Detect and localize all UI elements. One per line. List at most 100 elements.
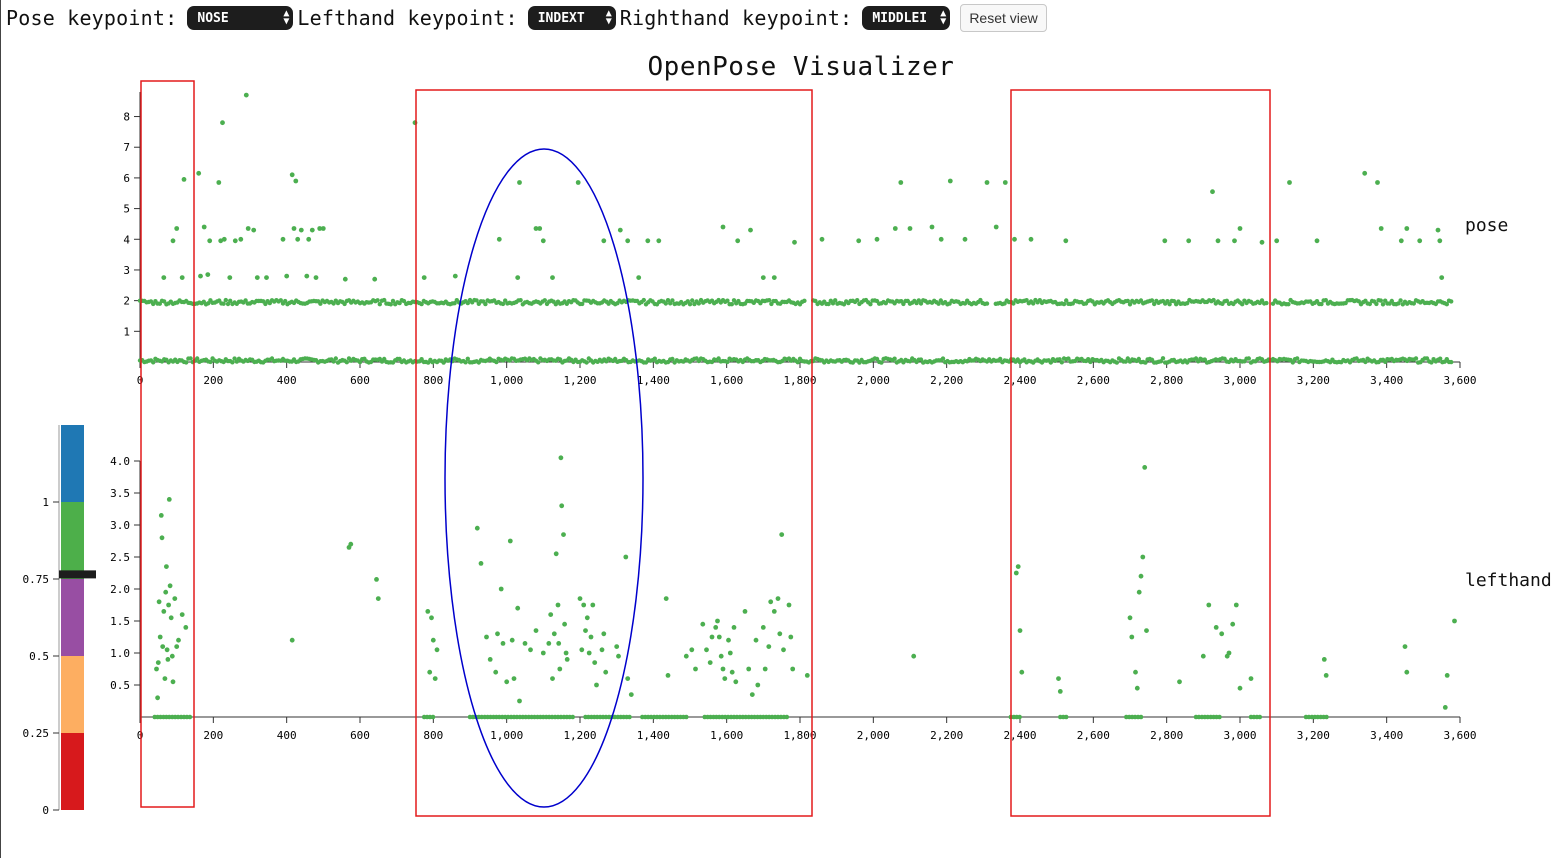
pose-keypoint-select[interactable]: NOSE ▲ ▼: [187, 6, 294, 30]
pose-point: [1059, 360, 1065, 365]
pose-point: [696, 301, 701, 306]
pose-point: [181, 177, 187, 182]
lefthand-point: [1015, 564, 1021, 569]
pose-point: [1210, 189, 1215, 195]
pose-point: [575, 180, 581, 185]
lefthand-point: [163, 589, 169, 595]
lefthand-point: [155, 660, 161, 665]
pose-x-tick-label: 3,600: [1443, 374, 1476, 387]
lefthand-x-tick-label: 1,400: [637, 729, 670, 742]
pose-point: [293, 178, 299, 184]
pose-point: [663, 301, 668, 306]
lefthand-y-tick-label: 3.5: [110, 487, 130, 500]
pose-point: [465, 356, 470, 361]
pose-point: [962, 236, 968, 242]
righthand-keypoint-select[interactable]: MIDDLEI ▲ ▼: [862, 6, 951, 30]
pose-point: [375, 298, 380, 303]
legend-tick-label: 0: [42, 804, 49, 817]
lefthand-point: [684, 714, 689, 720]
pose-point: [536, 360, 541, 365]
pose-point: [494, 359, 499, 365]
pose-point: [515, 275, 521, 280]
lefthand-point: [561, 532, 566, 537]
lefthand-keypoint-select[interactable]: INDEXT ▲ ▼: [527, 6, 616, 30]
pose-point: [390, 298, 396, 304]
lefthand-point: [775, 596, 781, 601]
pose-point: [892, 226, 898, 231]
lefthand-point: [540, 650, 546, 656]
pose-point: [372, 276, 378, 282]
pose-point: [1186, 238, 1192, 244]
lefthand-x-tick-label: 1,000: [490, 729, 523, 742]
lefthand-point: [511, 676, 517, 681]
pose-point: [227, 275, 233, 280]
pose-point: [483, 301, 488, 307]
pose-point: [1185, 301, 1190, 306]
lefthand-y-tick-label: 1.5: [110, 615, 130, 628]
pose-point: [1274, 238, 1280, 244]
lefthand-point: [788, 634, 794, 640]
lefthand-point: [374, 577, 379, 582]
lefthand-point: [1230, 621, 1236, 627]
legend-slider-handle: [59, 570, 96, 579]
reset-view-button[interactable]: Reset view: [960, 4, 1047, 32]
pose-point: [1411, 301, 1417, 306]
lefthand-point: [166, 602, 172, 608]
pose-point: [1167, 302, 1172, 307]
lefthand-x-tick-label: 200: [203, 729, 223, 742]
lefthand-point: [187, 714, 193, 720]
pose-point: [151, 360, 156, 365]
annotations: [140, 80, 1271, 817]
lefthand-point: [665, 673, 671, 678]
pose-point: [670, 298, 675, 303]
lefthand-point: [1134, 685, 1140, 691]
pose-point: [690, 298, 695, 303]
pose-point: [601, 238, 607, 244]
pose-point: [318, 301, 323, 306]
lefthand-point: [755, 682, 761, 688]
lefthand-point: [592, 660, 598, 665]
pose-point: [317, 226, 323, 231]
lefthand-point: [553, 551, 559, 557]
lefthand-point: [729, 669, 735, 675]
lefthand-point: [528, 647, 533, 653]
lefthand-x-tick-label: 1,200: [563, 729, 596, 742]
pose-x-tick-label: 2,000: [857, 374, 890, 387]
lefthand-point: [1257, 714, 1263, 720]
lefthand-x-tick-label: 3,200: [1297, 729, 1330, 742]
pose-point: [474, 298, 479, 303]
pose-point: [1211, 297, 1216, 303]
pose-y-tick-label: 2: [123, 295, 130, 308]
lefthand-point: [727, 650, 733, 656]
pose-point: [1374, 301, 1379, 307]
lefthand-point: [425, 609, 431, 614]
lefthand-point: [427, 669, 433, 675]
lefthand-point: [726, 637, 731, 643]
lefthand-x-tick-label: 2,000: [857, 729, 890, 742]
pose-point: [1246, 356, 1252, 361]
lefthand-point: [1324, 714, 1329, 720]
lefthand-x-tick-label: 400: [277, 729, 297, 742]
pose-point: [195, 356, 200, 361]
pose-point: [289, 172, 295, 178]
pose-point: [344, 360, 349, 365]
pose-point: [320, 226, 326, 231]
pose-point: [1404, 226, 1410, 231]
pose-point: [1424, 356, 1430, 361]
color-scale-legend: 0 0.25 0.5 0.75 1: [23, 425, 96, 817]
pose-point: [243, 298, 248, 303]
lefthand-point: [551, 631, 557, 637]
pose-point: [537, 226, 543, 231]
pose-point: [735, 238, 741, 244]
pose-point: [907, 226, 913, 231]
lefthand-point: [556, 641, 562, 646]
lefthand-point: [166, 497, 172, 502]
lefthand-point: [762, 666, 768, 672]
righthand-keypoint-label: Righthand keypoint:: [619, 6, 853, 30]
pose-point: [879, 360, 884, 365]
lefthand-y-tick-label: 2.0: [110, 583, 130, 596]
lefthand-point: [162, 676, 168, 681]
pose-point: [218, 238, 224, 244]
pose-y-tick-label: 7: [123, 141, 130, 154]
